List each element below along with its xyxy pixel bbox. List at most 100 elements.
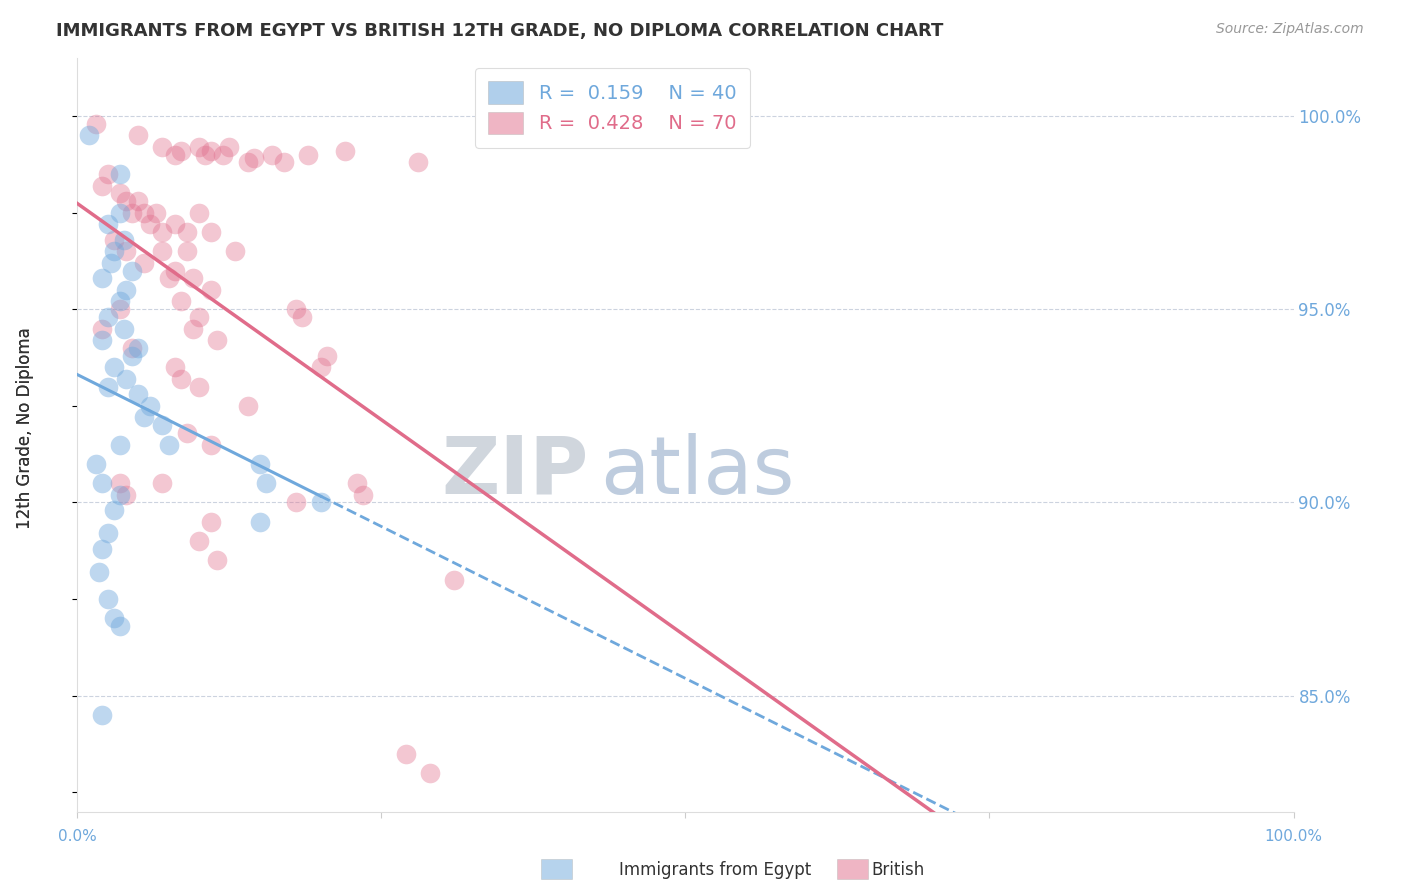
- Point: [254, 476, 277, 491]
- Point: [224, 244, 246, 259]
- Point: [188, 379, 211, 393]
- Point: [249, 515, 271, 529]
- Point: [89, 565, 111, 579]
- Point: [90, 541, 112, 556]
- Point: [103, 233, 125, 247]
- Point: [97, 379, 120, 393]
- Point: [163, 263, 186, 277]
- Point: [112, 321, 135, 335]
- Point: [97, 167, 120, 181]
- Point: [188, 205, 211, 219]
- Point: [188, 534, 211, 549]
- Point: [346, 476, 368, 491]
- Point: [139, 399, 162, 413]
- Point: [103, 360, 125, 375]
- Point: [127, 387, 149, 401]
- Point: [200, 515, 222, 529]
- Point: [97, 310, 120, 324]
- Text: 12th Grade, No Diploma: 12th Grade, No Diploma: [17, 327, 34, 529]
- Point: [188, 310, 211, 324]
- Point: [163, 217, 186, 231]
- Point: [200, 283, 222, 297]
- Point: [249, 457, 271, 471]
- Point: [205, 553, 228, 567]
- Point: [218, 140, 240, 154]
- Point: [134, 205, 156, 219]
- Point: [152, 244, 174, 259]
- Point: [200, 225, 222, 239]
- Text: atlas: atlas: [600, 433, 794, 510]
- Text: 12th Grade, No Diploma: 12th Grade, No Diploma: [17, 327, 34, 529]
- Point: [108, 205, 131, 219]
- Text: 0.0%: 0.0%: [58, 829, 97, 844]
- Point: [90, 321, 112, 335]
- Point: [285, 495, 308, 509]
- Point: [115, 372, 138, 386]
- Point: [419, 766, 441, 780]
- Point: [152, 225, 174, 239]
- Point: [315, 349, 337, 363]
- Point: [152, 476, 174, 491]
- Point: [108, 619, 131, 633]
- Point: [194, 147, 217, 161]
- Point: [108, 488, 131, 502]
- Point: [90, 178, 112, 193]
- Point: [236, 399, 259, 413]
- Point: [90, 271, 112, 285]
- Point: [121, 205, 143, 219]
- Point: [181, 321, 204, 335]
- Point: [170, 294, 193, 309]
- Point: [309, 360, 332, 375]
- Point: [90, 708, 112, 723]
- Text: 100.0%: 100.0%: [1264, 829, 1323, 844]
- Point: [170, 144, 193, 158]
- Point: [115, 283, 138, 297]
- Point: [97, 217, 120, 231]
- Point: [79, 128, 101, 143]
- Point: [84, 117, 107, 131]
- Point: [152, 418, 174, 433]
- Point: [121, 341, 143, 355]
- Point: [333, 144, 356, 158]
- Point: [309, 495, 332, 509]
- Point: [242, 152, 264, 166]
- Legend: R =  0.159    N = 40, R =  0.428    N = 70: R = 0.159 N = 40, R = 0.428 N = 70: [475, 68, 751, 147]
- Point: [108, 294, 131, 309]
- Point: [121, 349, 143, 363]
- Point: [152, 140, 174, 154]
- Point: [134, 256, 156, 270]
- Point: [163, 360, 186, 375]
- Text: Immigrants from Egypt: Immigrants from Egypt: [619, 861, 811, 879]
- Point: [145, 205, 167, 219]
- Point: [157, 271, 180, 285]
- Point: [176, 244, 198, 259]
- Point: [170, 372, 193, 386]
- Point: [285, 302, 308, 317]
- Point: [406, 155, 429, 169]
- Point: [103, 244, 125, 259]
- Point: [108, 302, 131, 317]
- Text: Source: ZipAtlas.com: Source: ZipAtlas.com: [1216, 22, 1364, 37]
- Point: [273, 155, 295, 169]
- Point: [127, 341, 149, 355]
- Point: [112, 233, 135, 247]
- Point: [134, 410, 156, 425]
- Point: [139, 217, 162, 231]
- Point: [200, 437, 222, 451]
- Point: [84, 457, 107, 471]
- Point: [200, 144, 222, 158]
- Text: British: British: [872, 861, 925, 879]
- Point: [100, 256, 122, 270]
- Point: [108, 186, 131, 201]
- Point: [260, 147, 283, 161]
- Point: [176, 425, 198, 440]
- Point: [352, 488, 374, 502]
- Point: [297, 147, 319, 161]
- Point: [157, 437, 180, 451]
- Point: [115, 194, 138, 208]
- Text: IMMIGRANTS FROM EGYPT VS BRITISH 12TH GRADE, NO DIPLOMA CORRELATION CHART: IMMIGRANTS FROM EGYPT VS BRITISH 12TH GR…: [56, 22, 943, 40]
- Point: [205, 333, 228, 347]
- Point: [443, 573, 465, 587]
- Point: [291, 310, 314, 324]
- Point: [103, 611, 125, 625]
